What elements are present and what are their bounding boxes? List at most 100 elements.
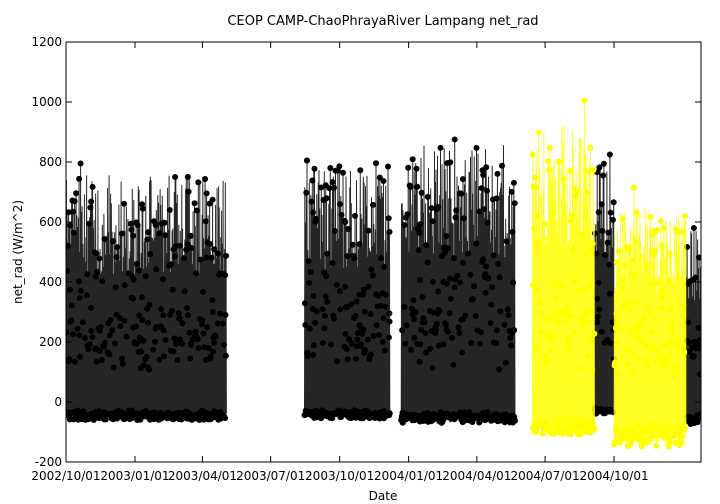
data-point xyxy=(381,347,388,354)
data-point xyxy=(195,345,202,352)
data-point xyxy=(493,327,500,334)
data-point xyxy=(646,422,653,429)
data-point xyxy=(505,312,512,319)
x-tick-label: 2003/01/01 xyxy=(100,469,169,483)
data-point xyxy=(510,279,517,286)
data-point xyxy=(587,280,594,287)
data-point xyxy=(179,320,186,327)
data-point xyxy=(596,164,603,171)
data-point xyxy=(181,288,188,295)
data-point xyxy=(651,248,658,254)
data-point xyxy=(303,189,310,196)
data-point xyxy=(360,286,367,293)
data-point xyxy=(312,319,319,326)
x-tick-label: 2004/01/01 xyxy=(374,469,443,483)
data-point xyxy=(496,274,503,281)
data-point xyxy=(301,300,308,307)
data-point xyxy=(417,341,424,348)
data-point xyxy=(587,144,594,151)
data-point xyxy=(613,423,620,430)
data-point xyxy=(456,279,463,286)
data-point xyxy=(430,309,437,316)
data-point xyxy=(453,207,460,214)
data-point xyxy=(109,327,116,334)
data-point xyxy=(408,346,415,353)
data-point xyxy=(166,207,173,213)
data-point xyxy=(360,326,367,333)
data-point xyxy=(507,335,514,341)
data-point xyxy=(110,364,117,371)
data-point xyxy=(595,209,602,216)
data-point xyxy=(368,266,375,273)
data-point xyxy=(161,353,167,360)
data-point xyxy=(106,351,113,358)
data-point xyxy=(484,187,490,194)
data-point xyxy=(331,228,338,234)
data-point xyxy=(76,295,83,301)
data-point xyxy=(324,298,331,305)
data-point xyxy=(181,255,188,262)
data-point xyxy=(471,283,478,290)
data-point xyxy=(348,340,355,347)
data-point xyxy=(333,281,340,288)
data-point xyxy=(546,144,553,151)
data-point xyxy=(139,317,146,323)
data-point xyxy=(133,340,140,347)
data-point xyxy=(666,251,673,258)
data-point xyxy=(441,249,448,256)
y-tick-label: 600 xyxy=(39,215,62,229)
data-point xyxy=(79,319,86,326)
data-point xyxy=(417,277,424,283)
data-point xyxy=(557,364,564,371)
data-point xyxy=(386,310,393,317)
data-point xyxy=(318,184,325,191)
data-point xyxy=(697,371,701,378)
y-tick-label: 400 xyxy=(39,275,62,289)
data-point xyxy=(613,259,620,266)
data-point xyxy=(119,360,126,367)
data-point xyxy=(405,164,412,171)
data-point xyxy=(460,215,467,222)
data-point xyxy=(222,415,228,422)
data-point xyxy=(599,227,606,234)
data-point xyxy=(510,179,517,186)
data-point xyxy=(121,282,128,289)
peak-point xyxy=(451,136,458,143)
data-point xyxy=(623,347,630,354)
data-point xyxy=(637,322,644,329)
data-point xyxy=(607,290,614,297)
data-point xyxy=(418,327,425,333)
data-point xyxy=(375,332,382,338)
data-point xyxy=(685,339,692,346)
series-1-segment-0 xyxy=(529,97,598,438)
data-point xyxy=(615,370,622,377)
data-point xyxy=(203,190,210,197)
data-point xyxy=(152,222,159,228)
data-point xyxy=(695,324,701,331)
data-point xyxy=(357,167,364,174)
data-point xyxy=(501,321,508,328)
data-point xyxy=(538,309,545,316)
data-point xyxy=(665,354,672,361)
data-point xyxy=(364,336,371,343)
data-point xyxy=(329,179,336,186)
data-point xyxy=(107,316,114,323)
data-point xyxy=(480,256,487,263)
data-point xyxy=(484,219,491,226)
data-point xyxy=(651,316,658,323)
data-point xyxy=(634,435,641,442)
data-point xyxy=(587,248,594,254)
data-point xyxy=(652,421,659,428)
data-point xyxy=(93,250,100,257)
data-point xyxy=(534,286,541,293)
data-point xyxy=(548,331,555,338)
data-point xyxy=(436,308,443,314)
peak-point xyxy=(690,225,697,231)
data-point xyxy=(512,417,518,424)
data-point xyxy=(495,260,502,267)
data-layer xyxy=(66,97,701,450)
data-point xyxy=(534,212,541,219)
x-tick-label: 2004/10/01 xyxy=(579,469,648,483)
data-point xyxy=(85,346,92,353)
data-point xyxy=(511,200,518,207)
